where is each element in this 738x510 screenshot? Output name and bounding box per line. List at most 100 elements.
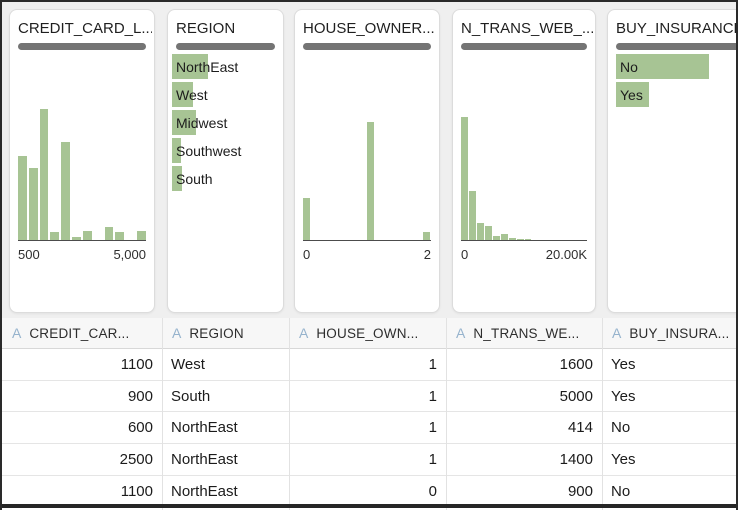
table-cell: 1 [428, 419, 437, 437]
data-preview-table: A CREDIT_CAR... A REGION A HOUSE_OWN... A N_TRA… [2, 318, 736, 510]
bottom-border-band [2, 504, 736, 508]
histogram [461, 117, 587, 241]
table-cell: 900 [567, 482, 593, 500]
column-header[interactable]: A N_TRANS_WE... [446, 318, 602, 349]
profile-card-4[interactable]: N_TRANS_WEB_... 0 20.00K [452, 9, 596, 313]
table-cell: Yes [611, 387, 636, 405]
table-row: 1100 NorthEast 0 900 No [2, 475, 736, 508]
text-type-icon: A [299, 325, 309, 341]
column-header[interactable]: A HOUSE_OWN... [289, 318, 446, 349]
text-type-icon: A [12, 325, 22, 341]
histogram-bar[interactable] [303, 197, 310, 240]
histogram-bar[interactable] [524, 238, 532, 240]
column-header-label: BUY_INSURA... [629, 326, 730, 341]
histogram-bar[interactable] [28, 167, 38, 240]
table-cell: NorthEast [171, 419, 238, 437]
table-cell: 600 [127, 419, 153, 437]
axis-min-label: 500 [18, 247, 40, 262]
table-row: 600 NorthEast 1 414 No [2, 412, 736, 445]
category-bar [172, 110, 196, 135]
category-bar [172, 138, 181, 163]
table-cell: No [611, 482, 631, 500]
card-title: HOUSE_OWNER... [303, 20, 435, 37]
table-row: 2500 NorthEast 1 1400 Yes [2, 444, 736, 476]
category-label: West [176, 86, 208, 103]
histogram-bar[interactable] [423, 231, 431, 240]
category-bar-row[interactable]: NorthEast [172, 54, 279, 79]
axis-max-label: 5,000 [113, 247, 146, 262]
card-title: BUY_INSURANCE [616, 20, 738, 37]
column-header-label: CREDIT_CAR... [29, 326, 130, 341]
card-title: N_TRANS_WEB_... [461, 20, 593, 37]
histogram-bar[interactable] [39, 109, 49, 240]
category-bar [616, 54, 709, 79]
histogram-bar[interactable] [476, 222, 484, 240]
histogram-bar[interactable] [61, 141, 71, 240]
column-header-label: REGION [189, 326, 244, 341]
table-cell: 1100 [120, 482, 153, 500]
category-bar [172, 166, 182, 191]
category-bar-row[interactable]: Midwest [172, 110, 279, 135]
profile-card-3[interactable]: HOUSE_OWNER... 0 2 [294, 9, 440, 313]
table-cell: South [171, 387, 211, 405]
table-cell: West [171, 356, 205, 373]
histogram-bar[interactable] [137, 230, 146, 240]
column-separator [601, 318, 603, 510]
data-quality-bar [18, 43, 146, 50]
table-cell: 900 [127, 387, 153, 405]
histogram-bar[interactable] [72, 237, 81, 240]
column-header-label: N_TRANS_WE... [473, 326, 580, 341]
category-label: Midwest [176, 114, 228, 131]
table-cell: 414 [567, 419, 593, 437]
column-profile-cards-area: CREDIT_CARD_L... 500 5,000 REGION NorthEast W… [2, 2, 736, 318]
table-cell: Yes [611, 356, 636, 373]
table-cell: 1100 [120, 356, 153, 373]
profile-card-1[interactable]: CREDIT_CARD_L... 500 5,000 [9, 9, 155, 313]
histogram-bar[interactable] [492, 236, 500, 240]
histogram-bar[interactable] [367, 122, 374, 240]
histogram-bar[interactable] [516, 238, 524, 240]
table-cell: 1 [428, 356, 437, 373]
column-separator [288, 318, 290, 510]
category-bar-row[interactable]: Yes [616, 82, 736, 107]
category-bar-row[interactable]: No [616, 54, 736, 79]
histogram-bar[interactable] [508, 237, 516, 240]
data-quality-bar [616, 43, 736, 50]
column-header[interactable]: A REGION [162, 318, 289, 349]
histogram-bar[interactable] [104, 226, 114, 240]
column-separator [161, 318, 163, 510]
histogram-bar[interactable] [115, 232, 125, 240]
category-label: Yes [620, 86, 643, 103]
category-label: Southwest [176, 142, 242, 159]
category-bar-row[interactable]: Southwest [172, 138, 279, 163]
axis-labels: 500 5,000 [18, 247, 146, 262]
histogram-bar[interactable] [484, 226, 492, 240]
table-cell: 1600 [559, 356, 593, 373]
histogram [18, 109, 146, 241]
category-bar [616, 82, 649, 107]
histogram-bar[interactable] [82, 230, 92, 240]
profile-card-5[interactable]: BUY_INSURANCE No Yes [607, 9, 738, 313]
table-cell: 1400 [559, 451, 593, 469]
category-bar-row[interactable]: West [172, 82, 279, 107]
table-header-row: A CREDIT_CAR... A REGION A HOUSE_OWN... A N_TRA… [2, 318, 736, 349]
data-quality-bar [176, 43, 275, 50]
axis-max-label: 2 [423, 247, 431, 262]
histogram [303, 122, 431, 241]
histogram-bar[interactable] [461, 117, 468, 240]
category-bar [172, 54, 208, 79]
column-header[interactable]: A CREDIT_CAR... [2, 318, 162, 349]
table-cell: 1 [428, 451, 437, 469]
histogram-bar[interactable] [500, 233, 508, 240]
histogram-bar[interactable] [468, 190, 476, 240]
category-bar-row[interactable]: South [172, 166, 279, 191]
table-cell: 2500 [119, 451, 153, 469]
histogram-bar[interactable] [50, 232, 60, 240]
table-cell: 1 [428, 387, 437, 405]
profile-card-2[interactable]: REGION NorthEast West Midwest Southwest South [167, 9, 284, 313]
table-cell: NorthEast [171, 482, 238, 500]
histogram-bar[interactable] [18, 156, 27, 240]
column-header[interactable]: A BUY_INSURA... [602, 318, 736, 349]
